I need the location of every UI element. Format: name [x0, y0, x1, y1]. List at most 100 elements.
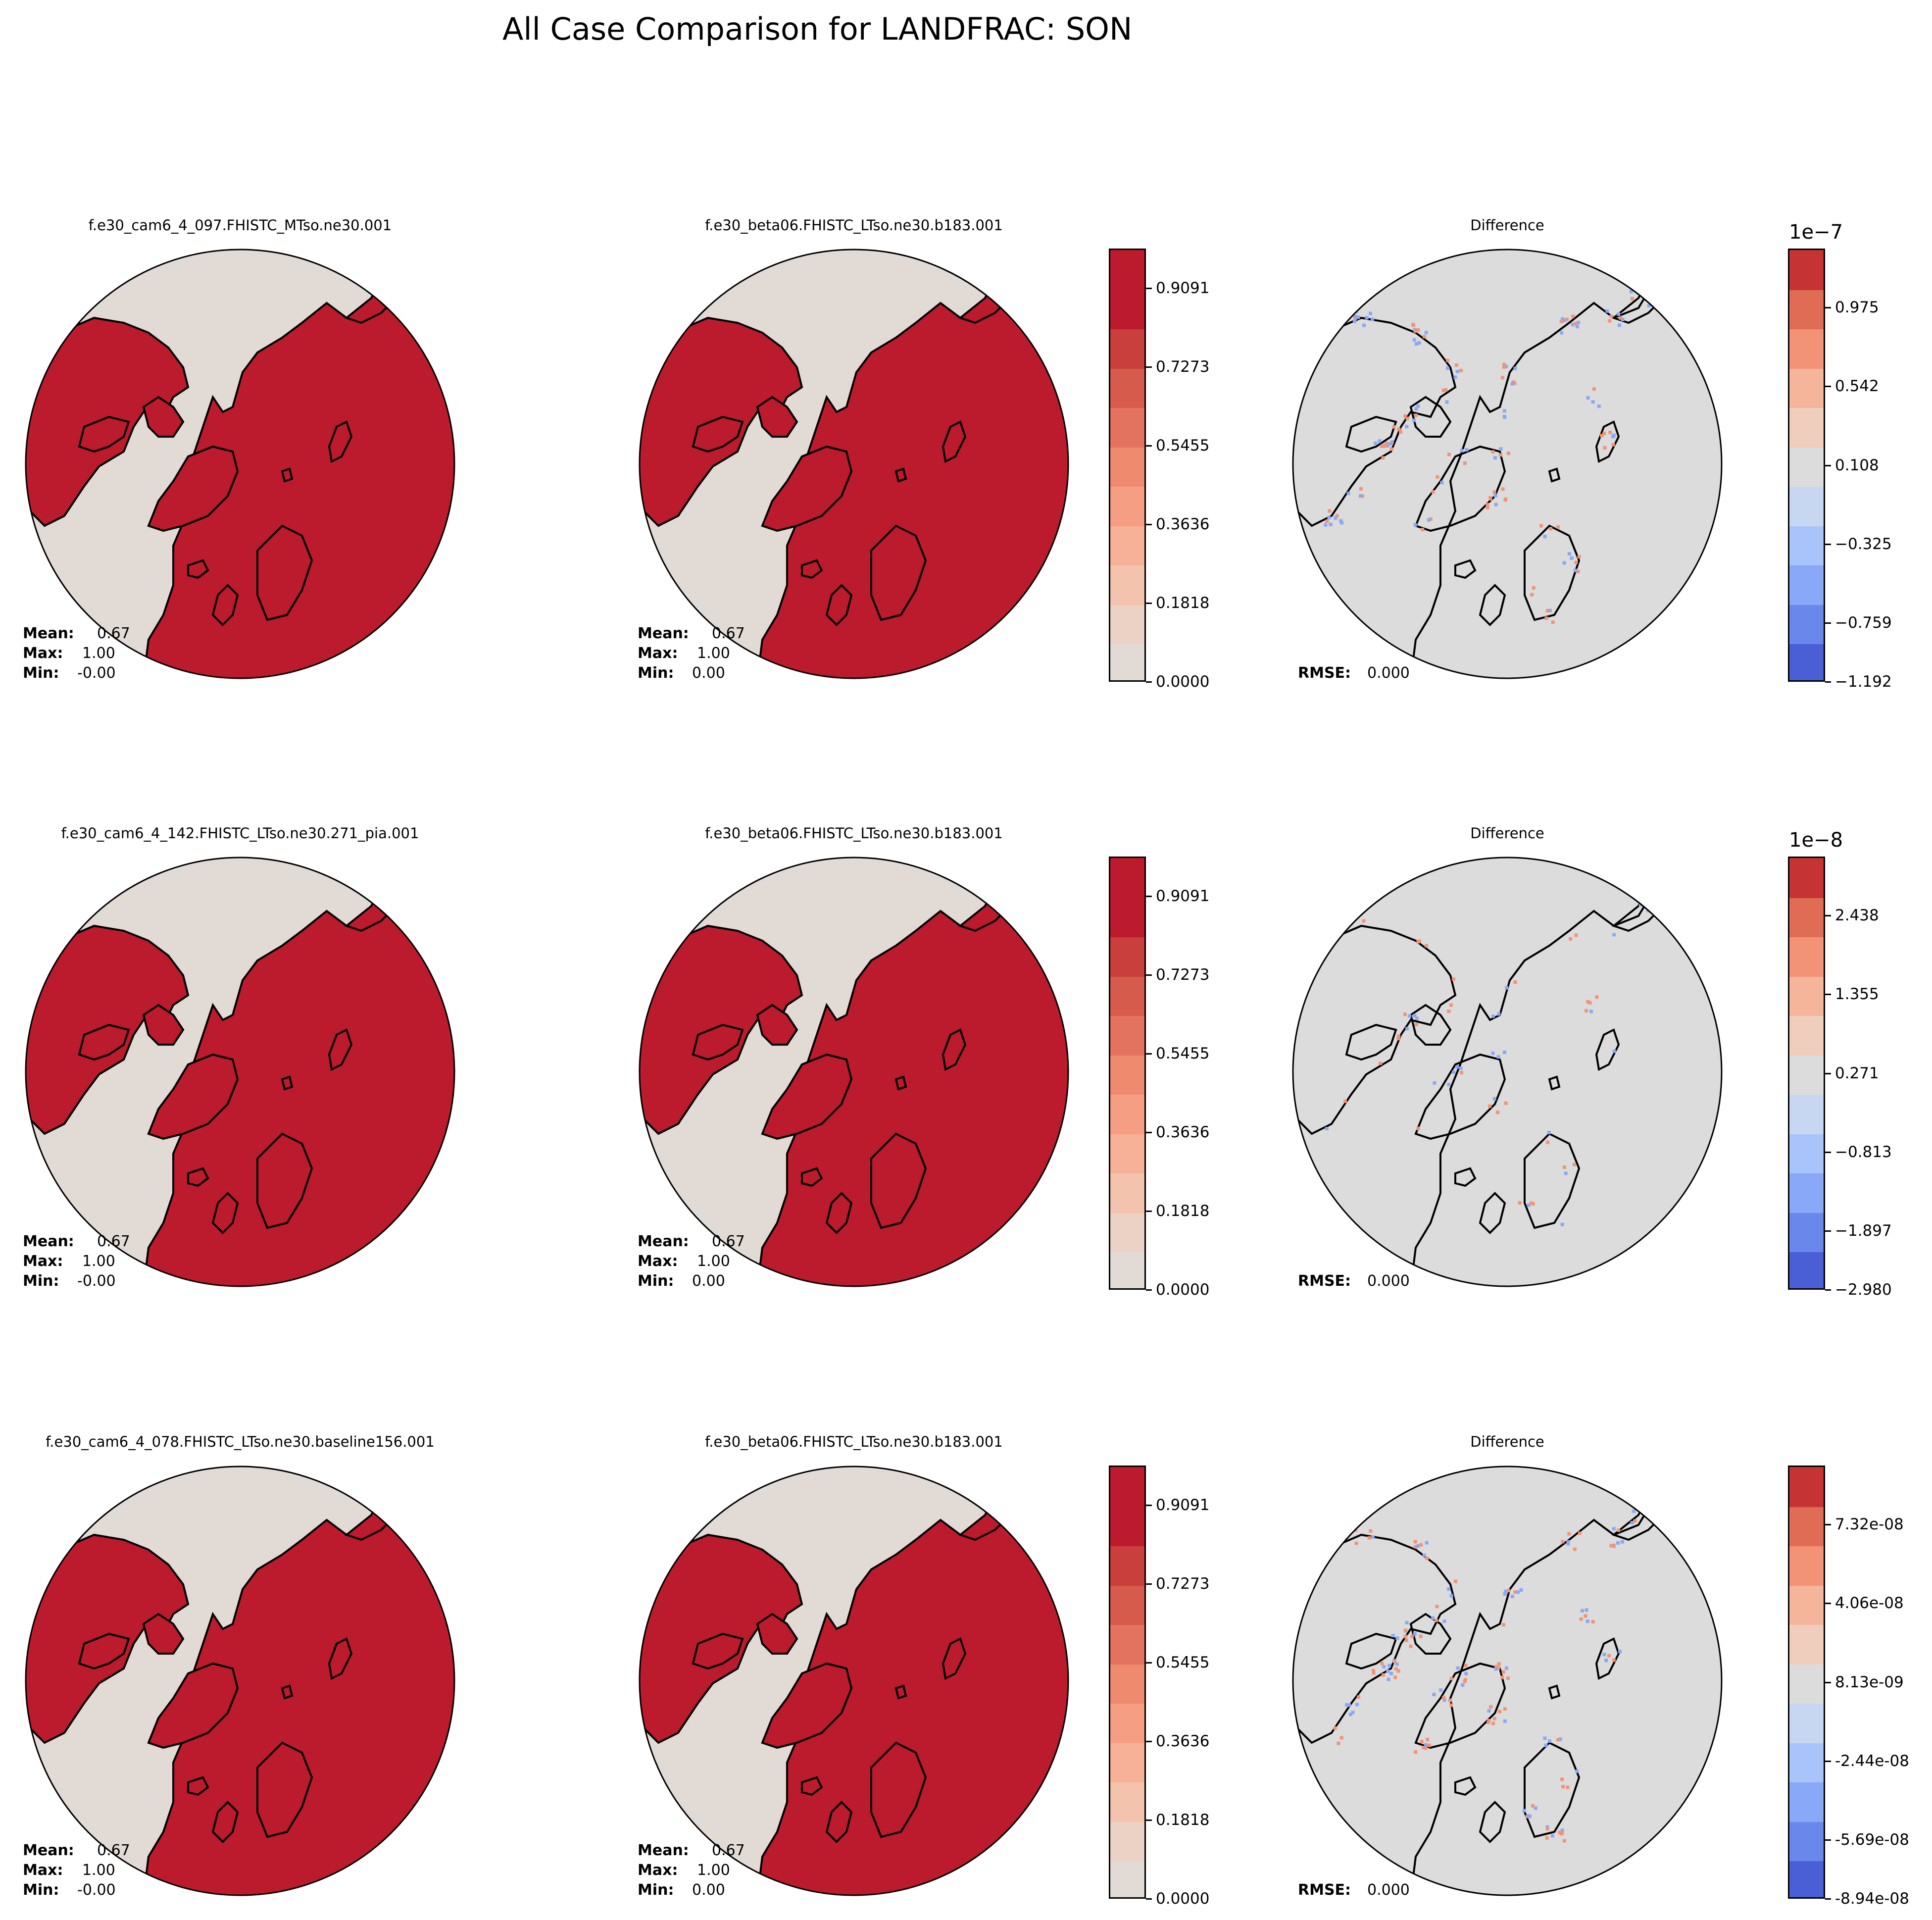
colorbar-tick-label: 0.9091 [1156, 887, 1210, 905]
rmse-label: RMSE: [1298, 1272, 1351, 1290]
coastline-baffin [1345, 1632, 1397, 1670]
difference-speckle [1370, 317, 1374, 321]
difference-speckle [1403, 1634, 1407, 1638]
difference-speckle [1499, 453, 1503, 457]
land-svalbard [281, 467, 294, 483]
difference-speckle [1618, 1650, 1622, 1654]
difference-speckle [1379, 1061, 1383, 1065]
colorbar-tick [1146, 1210, 1152, 1212]
mean-row: Mean: 0.67 [638, 624, 745, 644]
difference-speckle [1576, 569, 1580, 573]
difference-speckle [1371, 1668, 1375, 1672]
difference-speckle [1412, 323, 1416, 327]
coastline-greenland [1414, 1053, 1506, 1140]
colorbar-level [1110, 1015, 1144, 1056]
difference-speckle [1488, 1104, 1492, 1108]
land-archipelago [756, 1613, 798, 1655]
difference-speckle [1560, 1222, 1564, 1226]
land-novaya [328, 1028, 353, 1071]
difference-speckle [1571, 314, 1575, 318]
colorbar-tick-label: 0.1818 [1156, 1202, 1210, 1220]
colorbar-tick [1146, 974, 1152, 976]
max-value: 1.00 [82, 645, 115, 662]
colorbar-level [1110, 644, 1144, 680]
difference-speckle [1562, 561, 1566, 565]
coastline-novaya [1595, 1637, 1620, 1680]
difference-speckle [1339, 1736, 1343, 1740]
difference-speckle [1567, 552, 1571, 556]
difference-speckle [1502, 362, 1506, 366]
difference-speckle [1497, 1662, 1501, 1666]
difference-speckle [1369, 311, 1373, 315]
difference-speckle [1463, 1678, 1467, 1682]
colorbar-tick-label: 2.438 [1835, 907, 1879, 925]
difference-speckle [1576, 320, 1580, 324]
difference-speckle [1516, 1590, 1520, 1594]
difference-speckle [1492, 1097, 1496, 1101]
difference-speckle [1419, 1634, 1423, 1638]
difference-speckle [1351, 1711, 1355, 1715]
difference-speckle [1416, 1544, 1420, 1548]
difference-speckle [1414, 342, 1418, 346]
difference-speckle [1563, 1839, 1567, 1843]
rmse-row: RMSE: 0.000 [1298, 663, 1410, 683]
difference-speckle [1397, 1034, 1401, 1038]
difference-speckle [1328, 509, 1332, 513]
colorbar-tick [1146, 1740, 1152, 1742]
colorbar-level [1110, 1252, 1144, 1288]
difference-speckle [1545, 1825, 1549, 1829]
colorbar-level [1110, 1742, 1144, 1783]
difference-speckle [1502, 365, 1506, 369]
difference-speckle [1421, 528, 1425, 532]
difference-speckle [1546, 1140, 1550, 1144]
colorbar-tick [1146, 602, 1152, 604]
difference-speckle [1502, 409, 1506, 413]
difference-speckle [1369, 1529, 1373, 1533]
difference-speckle [1412, 418, 1416, 422]
ref-stats-panel: Mean: 0.67 Max: 1.00 Min: 0.00 [638, 624, 745, 683]
colorbar-tick-label: −2.980 [1835, 1281, 1892, 1299]
coastline-baffin [1345, 1023, 1397, 1061]
difference-speckle [1621, 317, 1625, 321]
difference-speckle [1506, 1676, 1510, 1680]
difference-title: Difference [1470, 1433, 1544, 1450]
colorbar-level [1789, 1133, 1824, 1174]
difference-speckle [1549, 527, 1553, 531]
difference-speckle [1371, 1535, 1375, 1539]
colorbar-tick-label: 0.3636 [1156, 1123, 1210, 1141]
difference-speckle [1413, 1540, 1417, 1544]
colorbar-level [1789, 447, 1824, 487]
difference-speckle [1397, 427, 1401, 431]
colorbar-tick-label: 0.542 [1835, 377, 1879, 396]
colorbar-level [1789, 1094, 1824, 1134]
difference-speckle [1335, 514, 1339, 518]
land-iceland [187, 1776, 209, 1796]
difference-speckle [1387, 442, 1391, 446]
difference-speckle [1355, 1703, 1359, 1707]
land-uk [825, 1801, 853, 1843]
difference-speckle [1562, 1165, 1566, 1169]
difference-speckle [1387, 1677, 1390, 1681]
difference-speckle [1619, 316, 1623, 320]
max-value: 1.00 [82, 1253, 115, 1270]
difference-speckle [1431, 1616, 1435, 1620]
max-label: Max: [23, 645, 63, 662]
difference-speckle [1609, 1544, 1613, 1548]
coastline-america [1293, 1533, 1457, 1744]
difference-speckle [1347, 1703, 1351, 1707]
map-boundary [1292, 1465, 1723, 1896]
mean-label: Mean: [23, 625, 74, 642]
difference-speckle [1585, 1608, 1588, 1612]
difference-speckle [1403, 1012, 1407, 1016]
colorbar-level [1789, 1015, 1824, 1056]
land-novaya [941, 420, 967, 463]
difference-speckle [1414, 1750, 1418, 1754]
colorbar-level [1789, 565, 1824, 605]
colorbar-level [1110, 976, 1144, 1016]
reference-case-title: f.e30_beta06.FHISTC_LTso.ne30.b183.001 [705, 825, 1003, 842]
difference-speckle [1396, 1037, 1400, 1041]
land-baffin [692, 1632, 744, 1670]
difference-speckle [1491, 1014, 1495, 1018]
difference-speckle [1513, 1590, 1517, 1594]
difference-speckle [1425, 1541, 1429, 1545]
